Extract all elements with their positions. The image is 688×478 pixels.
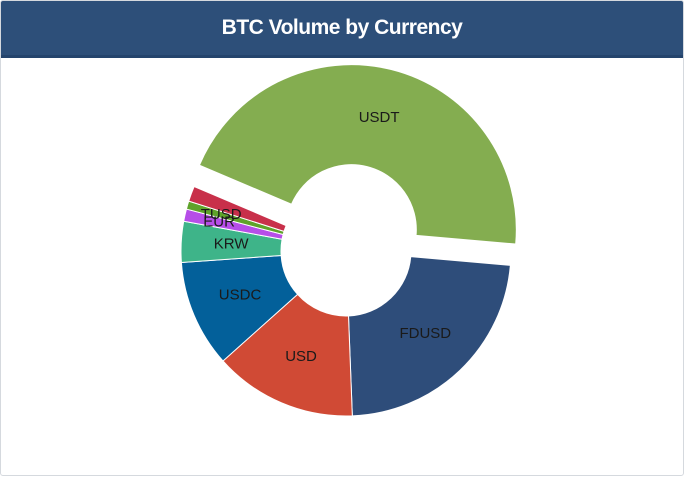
- chart-title: BTC Volume by Currency: [1, 1, 683, 58]
- donut-slice: [188, 185, 287, 232]
- slice-label: KRW: [214, 236, 250, 253]
- slice-label: USDC: [219, 287, 262, 304]
- slice-label: FDUSD: [399, 325, 451, 342]
- slice-label: USD: [285, 348, 317, 365]
- slice-label: TUSD: [201, 206, 242, 223]
- donut-slice: [347, 256, 511, 417]
- donut-slice: [198, 64, 517, 245]
- slice-label: USDT: [359, 109, 400, 126]
- slice-label: EUR: [203, 214, 235, 231]
- donut-slice: [222, 293, 353, 417]
